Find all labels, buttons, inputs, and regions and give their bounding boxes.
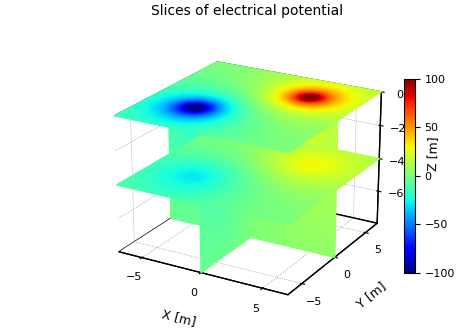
Title: Slices of electrical potential: Slices of electrical potential: [150, 4, 342, 18]
Y-axis label: Y [m]: Y [m]: [353, 279, 388, 310]
X-axis label: X [m]: X [m]: [160, 307, 197, 329]
